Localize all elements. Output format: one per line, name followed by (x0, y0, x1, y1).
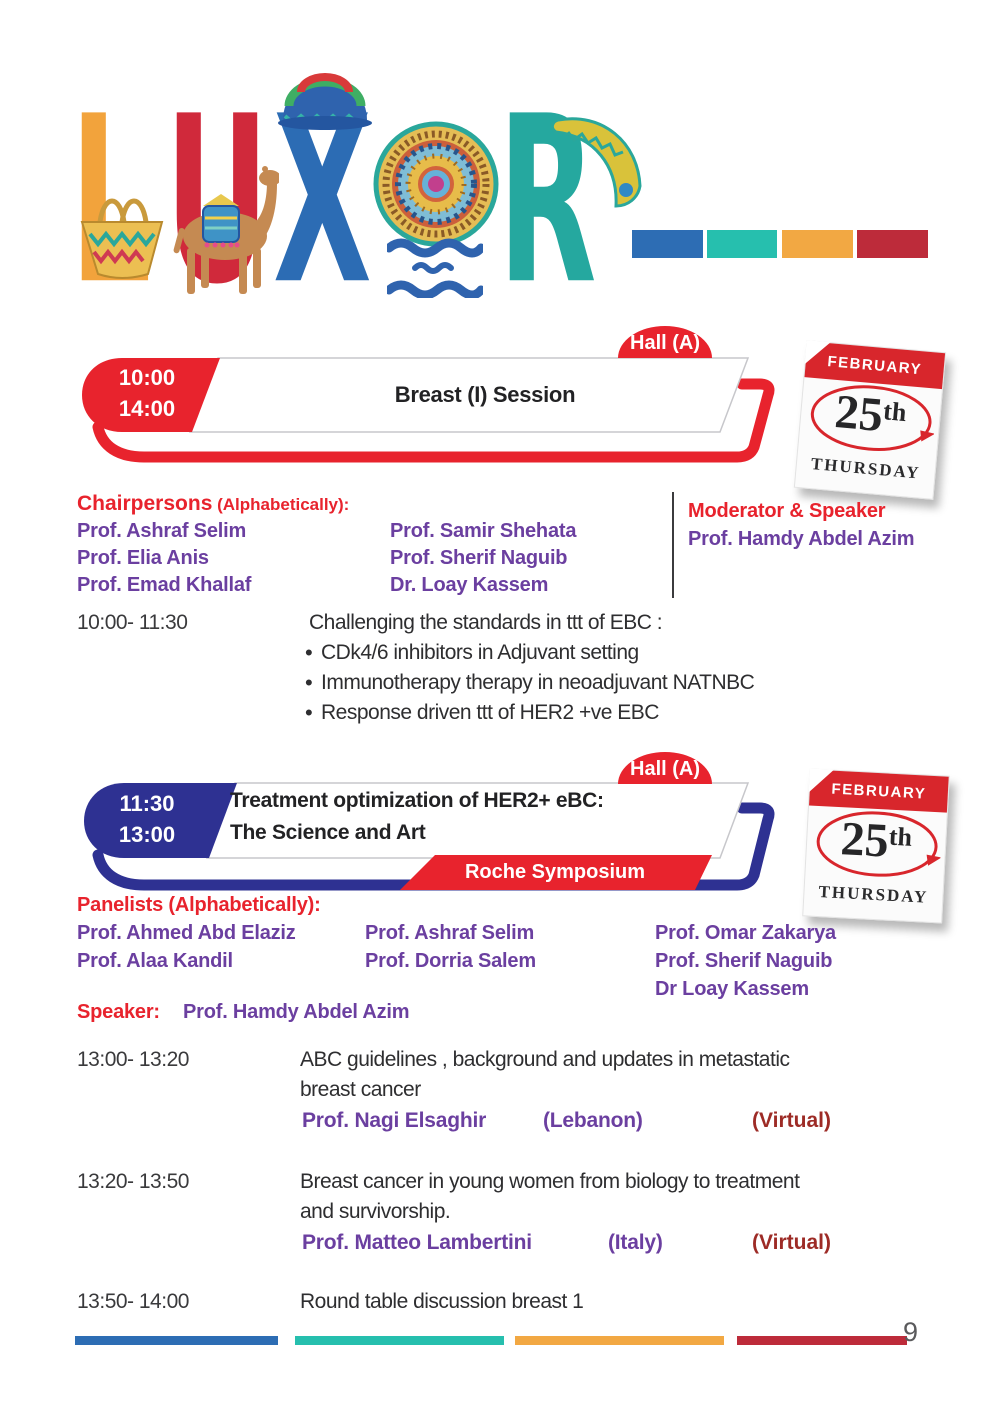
hall-badge-session1: Hall (A) (618, 326, 712, 358)
panelist-name: Dr Loay Kassem (655, 978, 809, 1000)
session1-banner-shape (82, 357, 775, 463)
session2-banner-shape (84, 782, 775, 891)
footer-dash-red (737, 1336, 907, 1345)
header-dash-orange (782, 230, 853, 258)
footer-dash-blue (75, 1336, 278, 1345)
agenda1-bullet: Response driven ttt of HER2 +ve EBC (305, 700, 659, 726)
agenda2-topic: Breast cancer in young women from biolog… (300, 1170, 800, 1193)
speaker-name: Prof. Hamdy Abdel Azim (183, 1001, 410, 1023)
chairperson-name: Prof. Ashraf Selim (77, 520, 247, 542)
chairperson-name: Prof. Samir Shehata (390, 520, 577, 542)
footer-dash-orange (515, 1336, 724, 1345)
agenda2-topic: Round table discussion breast 1 (300, 1290, 584, 1313)
session2-title-line2: The Science and Art (230, 821, 426, 844)
agenda2-topic: ABC guidelines , background and updates … (300, 1048, 790, 1071)
session1-time-start: 10:00 (118, 365, 176, 390)
agenda2-speaker: Prof. Nagi Elsaghir (302, 1109, 487, 1132)
mandala-o-icon (373, 121, 499, 247)
agenda2-topic: breast cancer (300, 1078, 421, 1101)
chairpersons-heading: Chairpersons (Alphabetically): (77, 492, 349, 516)
moderator-label: Moderator & Speaker (688, 500, 886, 522)
speaker-label: Speaker: (77, 1001, 160, 1023)
calendar-circle-mark-icon (810, 385, 936, 451)
agenda2-time: 13:50- 14:00 (77, 1290, 189, 1313)
hall-badge-session2: Hall (A) (618, 752, 712, 784)
agenda2-mode: (Virtual) (752, 1231, 831, 1254)
chairperson-name: Prof. Elia Anis (77, 547, 209, 569)
luxor-logo: L U X O R (70, 60, 650, 336)
panelist-name: Prof. Ashraf Selim (365, 922, 535, 944)
agenda2-topic: and survivorship. (300, 1200, 451, 1223)
agenda1-time: 10:00- 11:30 (77, 611, 188, 634)
panelist-name: Prof. Omar Zakarya (655, 922, 836, 944)
section-divider (672, 492, 674, 598)
session2-title-line1: Treatment optimization of HER2+ eBC: (230, 789, 604, 812)
calendar-fold-corner (804, 340, 831, 367)
moderator-name: Prof. Hamdy Abdel Azim (688, 528, 915, 550)
panelist-name: Prof. Ahmed Abd Elaziz (77, 922, 296, 944)
header-dash-red (857, 230, 928, 258)
panelist-name: Prof. Sherif Naguib (655, 950, 833, 972)
symposium-banner-label: Roche Symposium (464, 861, 646, 883)
session2-time-start: 11:30 (119, 791, 175, 816)
agenda2-time: 13:00- 13:20 (77, 1048, 189, 1071)
session1-time-end: 14:00 (118, 396, 176, 421)
calendar-weekday: THURSDAY (818, 882, 929, 907)
panelist-name: Prof. Alaa Kandil (77, 950, 233, 972)
agenda2-country: (Italy) (608, 1231, 663, 1254)
header-dash-blue (632, 230, 703, 258)
waves-icon (387, 238, 483, 298)
basket-illustration (80, 198, 164, 279)
session2-time-end: 13:00 (118, 822, 176, 847)
chairperson-name: Dr. Loay Kassem (390, 574, 549, 596)
calendar-session1: FEBRUARY 25th THURSDAY (793, 340, 947, 500)
agenda1-bullet: CDk4/6 inhibitors in Adjuvant setting (305, 640, 639, 666)
calendar-session2: FEBRUARY 25th THURSDAY (802, 768, 950, 924)
chairpersons-label: Chairpersons (77, 492, 213, 515)
hat-illustration (278, 73, 372, 130)
necklace-illustration (550, 117, 642, 208)
header-dash-teal (707, 230, 777, 258)
footer-dash-teal (295, 1336, 504, 1345)
agenda2-mode: (Virtual) (752, 1109, 831, 1132)
chairperson-name: Prof. Sherif Naguib (390, 547, 568, 569)
agenda2-time: 13:20- 13:50 (77, 1170, 189, 1193)
chairperson-name: Prof. Emad Khallaf (77, 574, 252, 596)
page-number: 9 (903, 1317, 919, 1347)
panelist-name: Prof. Dorria Salem (365, 950, 536, 972)
camel-illustration (173, 166, 279, 294)
agenda1-bullet: Immunotherapy therapy in neoadjuvant NAT… (305, 670, 755, 696)
logo-letter-x: X (273, 67, 372, 336)
agenda1-title: Challenging the standards in ttt of EBC … (309, 611, 663, 634)
agenda2-speaker: Prof. Matteo Lambertini (302, 1231, 532, 1254)
calendar-fold-corner (808, 768, 834, 794)
session1-title: Breast (I) Session (394, 382, 576, 407)
panelists-heading: Panelists (Alphabetically): (77, 894, 321, 916)
agenda2-country: (Lebanon) (543, 1109, 643, 1132)
calendar-circle-mark-icon (816, 811, 942, 877)
chairpersons-note: (Alphabetically): (212, 495, 350, 514)
